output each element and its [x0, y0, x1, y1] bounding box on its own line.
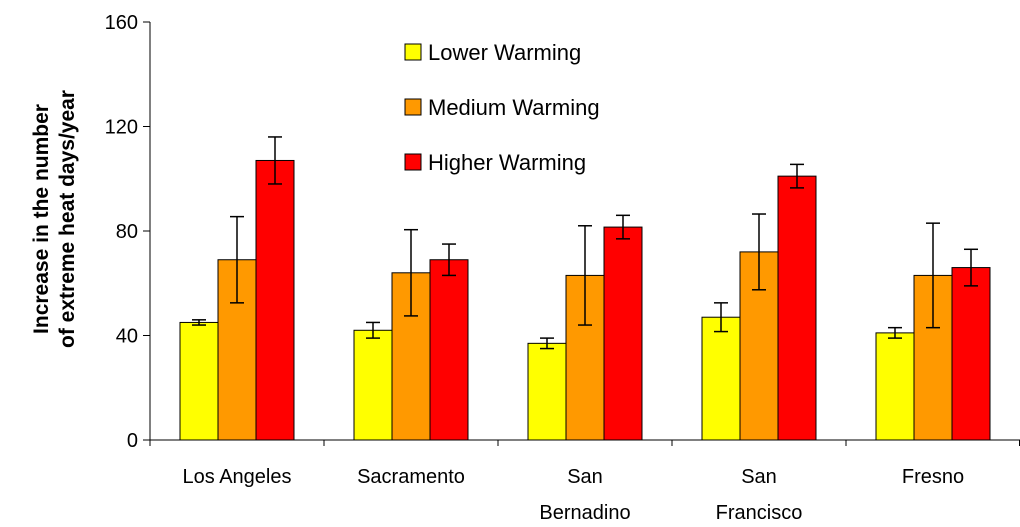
- y-axis-label: Increase in the number of extreme heat da…: [30, 90, 79, 348]
- y-tick-label: 120: [105, 117, 138, 139]
- error-bar: [752, 213, 766, 291]
- y-tick-label: 80: [116, 221, 138, 243]
- x-tick-label: Los Angeles: [183, 466, 292, 488]
- error-bar: [192, 319, 206, 326]
- legend-swatch: [404, 153, 422, 171]
- legend-label: Medium Warming: [428, 95, 600, 120]
- bar: [527, 342, 567, 441]
- error-bar: [230, 215, 244, 304]
- error-bar: [366, 321, 380, 339]
- x-tick-label: San Bernadino: [539, 466, 630, 522]
- bar: [951, 267, 991, 441]
- error-bar: [888, 326, 902, 339]
- legend-label: Higher Warming: [428, 150, 586, 175]
- legend-label: Lower Warming: [428, 40, 581, 65]
- bar: [875, 332, 915, 441]
- error-bar: [714, 302, 728, 333]
- bar: [353, 329, 393, 441]
- bar: [179, 321, 219, 441]
- error-bar: [442, 243, 456, 277]
- error-bar: [926, 222, 940, 329]
- error-bar: [616, 214, 630, 240]
- bar: [777, 175, 817, 441]
- y-tick-label: 160: [105, 12, 138, 34]
- bar: [429, 259, 469, 441]
- error-bar: [964, 248, 978, 287]
- error-bar: [790, 163, 804, 189]
- x-tick-label: Sacramento: [357, 466, 465, 488]
- bar: [255, 159, 295, 441]
- y-tick-label: 40: [116, 326, 138, 348]
- x-tick-label: San Francisco: [716, 466, 803, 522]
- bar: [701, 316, 741, 441]
- bar: [603, 226, 643, 441]
- error-bar: [578, 225, 592, 326]
- error-bar: [404, 228, 418, 317]
- error-bar: [540, 337, 554, 350]
- error-bar: [268, 136, 282, 185]
- y-tick-label: 0: [127, 430, 138, 452]
- x-tick-label: Fresno: [902, 466, 964, 488]
- legend-swatch: [404, 98, 422, 116]
- legend-swatch: [404, 43, 422, 61]
